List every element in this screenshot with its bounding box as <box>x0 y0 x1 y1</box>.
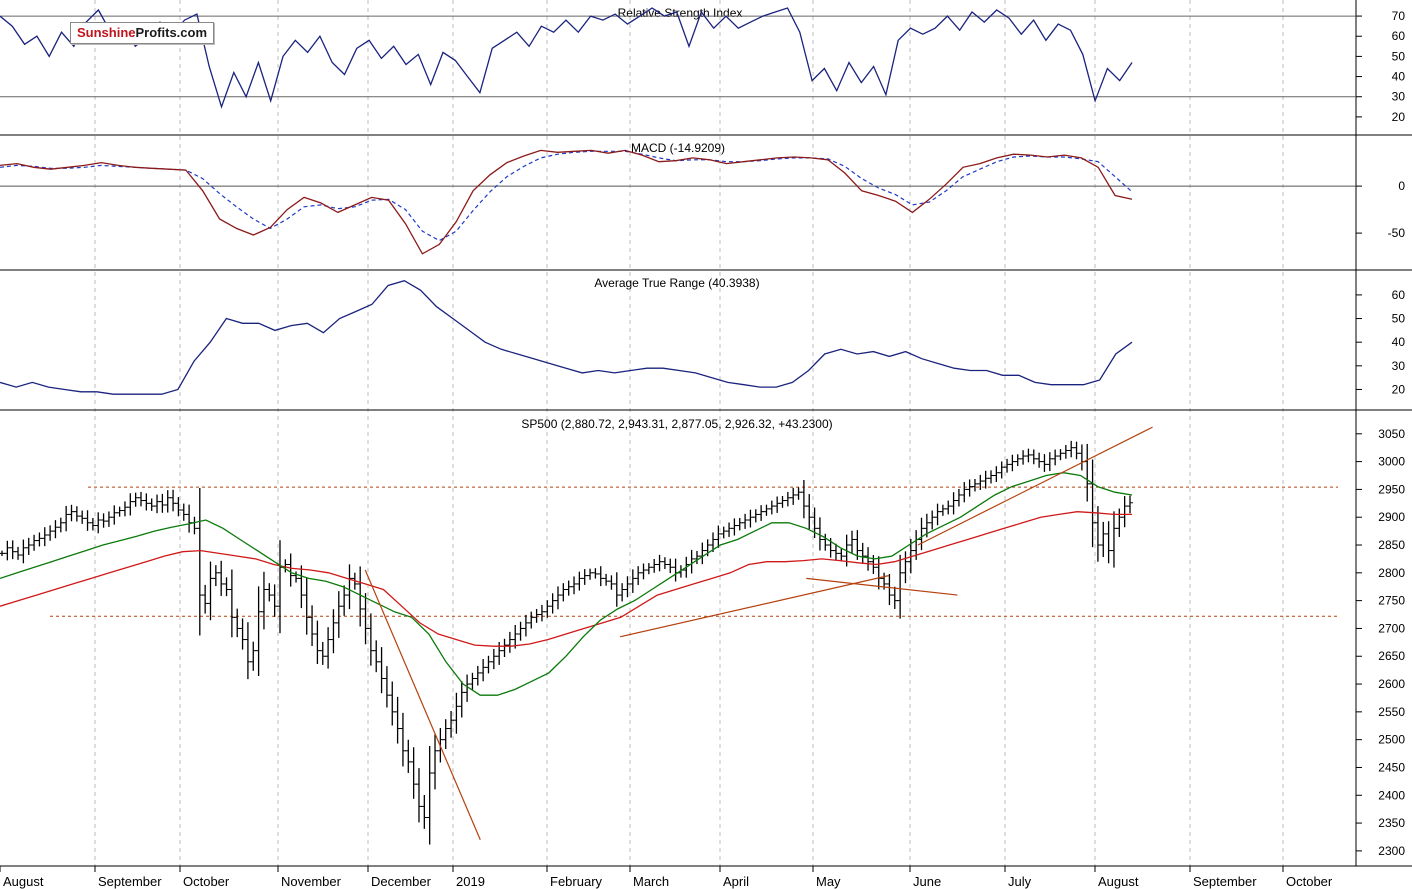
y-tick-label: 0 <box>1398 179 1405 193</box>
y-tick-label: 2900 <box>1378 510 1405 524</box>
y-tick-label: 60 <box>1392 288 1406 302</box>
ohlc-bars <box>0 440 1133 845</box>
trend-line <box>917 426 1153 546</box>
y-tick-label: 3050 <box>1378 427 1405 441</box>
y-tick-label: 70 <box>1392 9 1406 23</box>
vertical-gridlines <box>94 0 1284 866</box>
x-tick-label: April <box>723 874 749 889</box>
trend-line <box>364 569 481 840</box>
x-tick-label: March <box>633 874 669 889</box>
macd-line <box>0 149 1133 255</box>
sunshine-profits-logo: SunshineProfits.com <box>70 22 215 44</box>
y-tick-label: 40 <box>1392 70 1406 84</box>
macd-signal-line <box>0 150 1133 242</box>
x-tick-label: October <box>1286 874 1333 889</box>
y-tick-label: 2550 <box>1378 705 1405 719</box>
sp500-panel: SP500 (2,880.72, 2,943.31, 2,877.05, 2,9… <box>0 417 1405 858</box>
y-tick-label: 2450 <box>1378 760 1405 774</box>
sp500-y-axis: 2300 2350 2400 2450 2500 2550 2600 2650 2700 2750… <box>1356 427 1405 858</box>
macd-y-axis: 0 -50 <box>1356 179 1405 240</box>
y-tick-label: 60 <box>1392 29 1406 43</box>
logo-part-1: Sunshine <box>77 25 136 40</box>
x-tick-label: August <box>1098 874 1139 889</box>
x-tick-label: October <box>183 874 230 889</box>
x-tick-label: September <box>1193 874 1257 889</box>
y-tick-label: 2800 <box>1378 566 1405 580</box>
y-tick-label: 2350 <box>1378 816 1405 830</box>
x-tick-label: June <box>913 874 941 889</box>
rsi-series-line <box>0 7 1133 109</box>
logo-part-2: Profits.com <box>135 25 208 40</box>
atr-panel: Average True Range (40.3938) 20 30 40 50 60 <box>0 276 1405 396</box>
y-tick-label: 2950 <box>1378 482 1405 496</box>
x-tick-label: 2019 <box>456 874 485 889</box>
y-tick-label: 2750 <box>1378 594 1405 608</box>
atr-series-line <box>0 279 1133 395</box>
y-tick-label: 2400 <box>1378 788 1405 802</box>
y-tick-label: 30 <box>1392 90 1406 104</box>
macd-panel: MACD (-14.9209) 0 -50 <box>0 141 1405 255</box>
atr-y-axis: 20 30 40 50 60 <box>1356 288 1406 396</box>
y-tick-label: 2700 <box>1378 621 1405 635</box>
y-tick-label: 30 <box>1392 359 1406 373</box>
atr-title: Average True Range (40.3938) <box>594 276 759 290</box>
horizontal-levels <box>50 486 1338 617</box>
y-tick-label: 50 <box>1392 312 1406 326</box>
y-tick-label: -50 <box>1388 226 1406 240</box>
x-tick-label: September <box>98 874 162 889</box>
trend-line <box>806 577 958 596</box>
y-tick-label: 20 <box>1392 110 1406 124</box>
x-tick-label: May <box>816 874 841 889</box>
y-tick-label: 2650 <box>1378 649 1405 663</box>
sp500-title: SP500 (2,880.72, 2,943.31, 2,877.05, 2,9… <box>521 417 832 431</box>
x-tick-label: August <box>3 874 44 889</box>
x-tick-label: November <box>281 874 342 889</box>
x-tick-label: February <box>550 874 603 889</box>
y-tick-label: 20 <box>1392 382 1406 396</box>
y-tick-label: 50 <box>1392 49 1406 63</box>
moving-average-long <box>0 511 1132 647</box>
y-tick-label: 40 <box>1392 335 1406 349</box>
y-tick-label: 3000 <box>1378 455 1405 469</box>
y-tick-label: 2500 <box>1378 733 1405 747</box>
x-axis-labels: August September October November December 20… <box>0 865 1356 889</box>
x-tick-label: December <box>371 874 432 889</box>
x-tick-label: July <box>1008 874 1032 889</box>
macd-title: MACD (-14.9209) <box>631 141 725 155</box>
moving-average-short <box>0 472 1133 696</box>
y-tick-label: 2300 <box>1378 844 1405 858</box>
y-tick-label: 2850 <box>1378 538 1405 552</box>
rsi-y-axis: 20 30 40 50 60 70 <box>1356 9 1405 124</box>
trend-line <box>620 575 889 638</box>
y-tick-label: 2600 <box>1378 677 1405 691</box>
trend-lines <box>364 426 1153 840</box>
